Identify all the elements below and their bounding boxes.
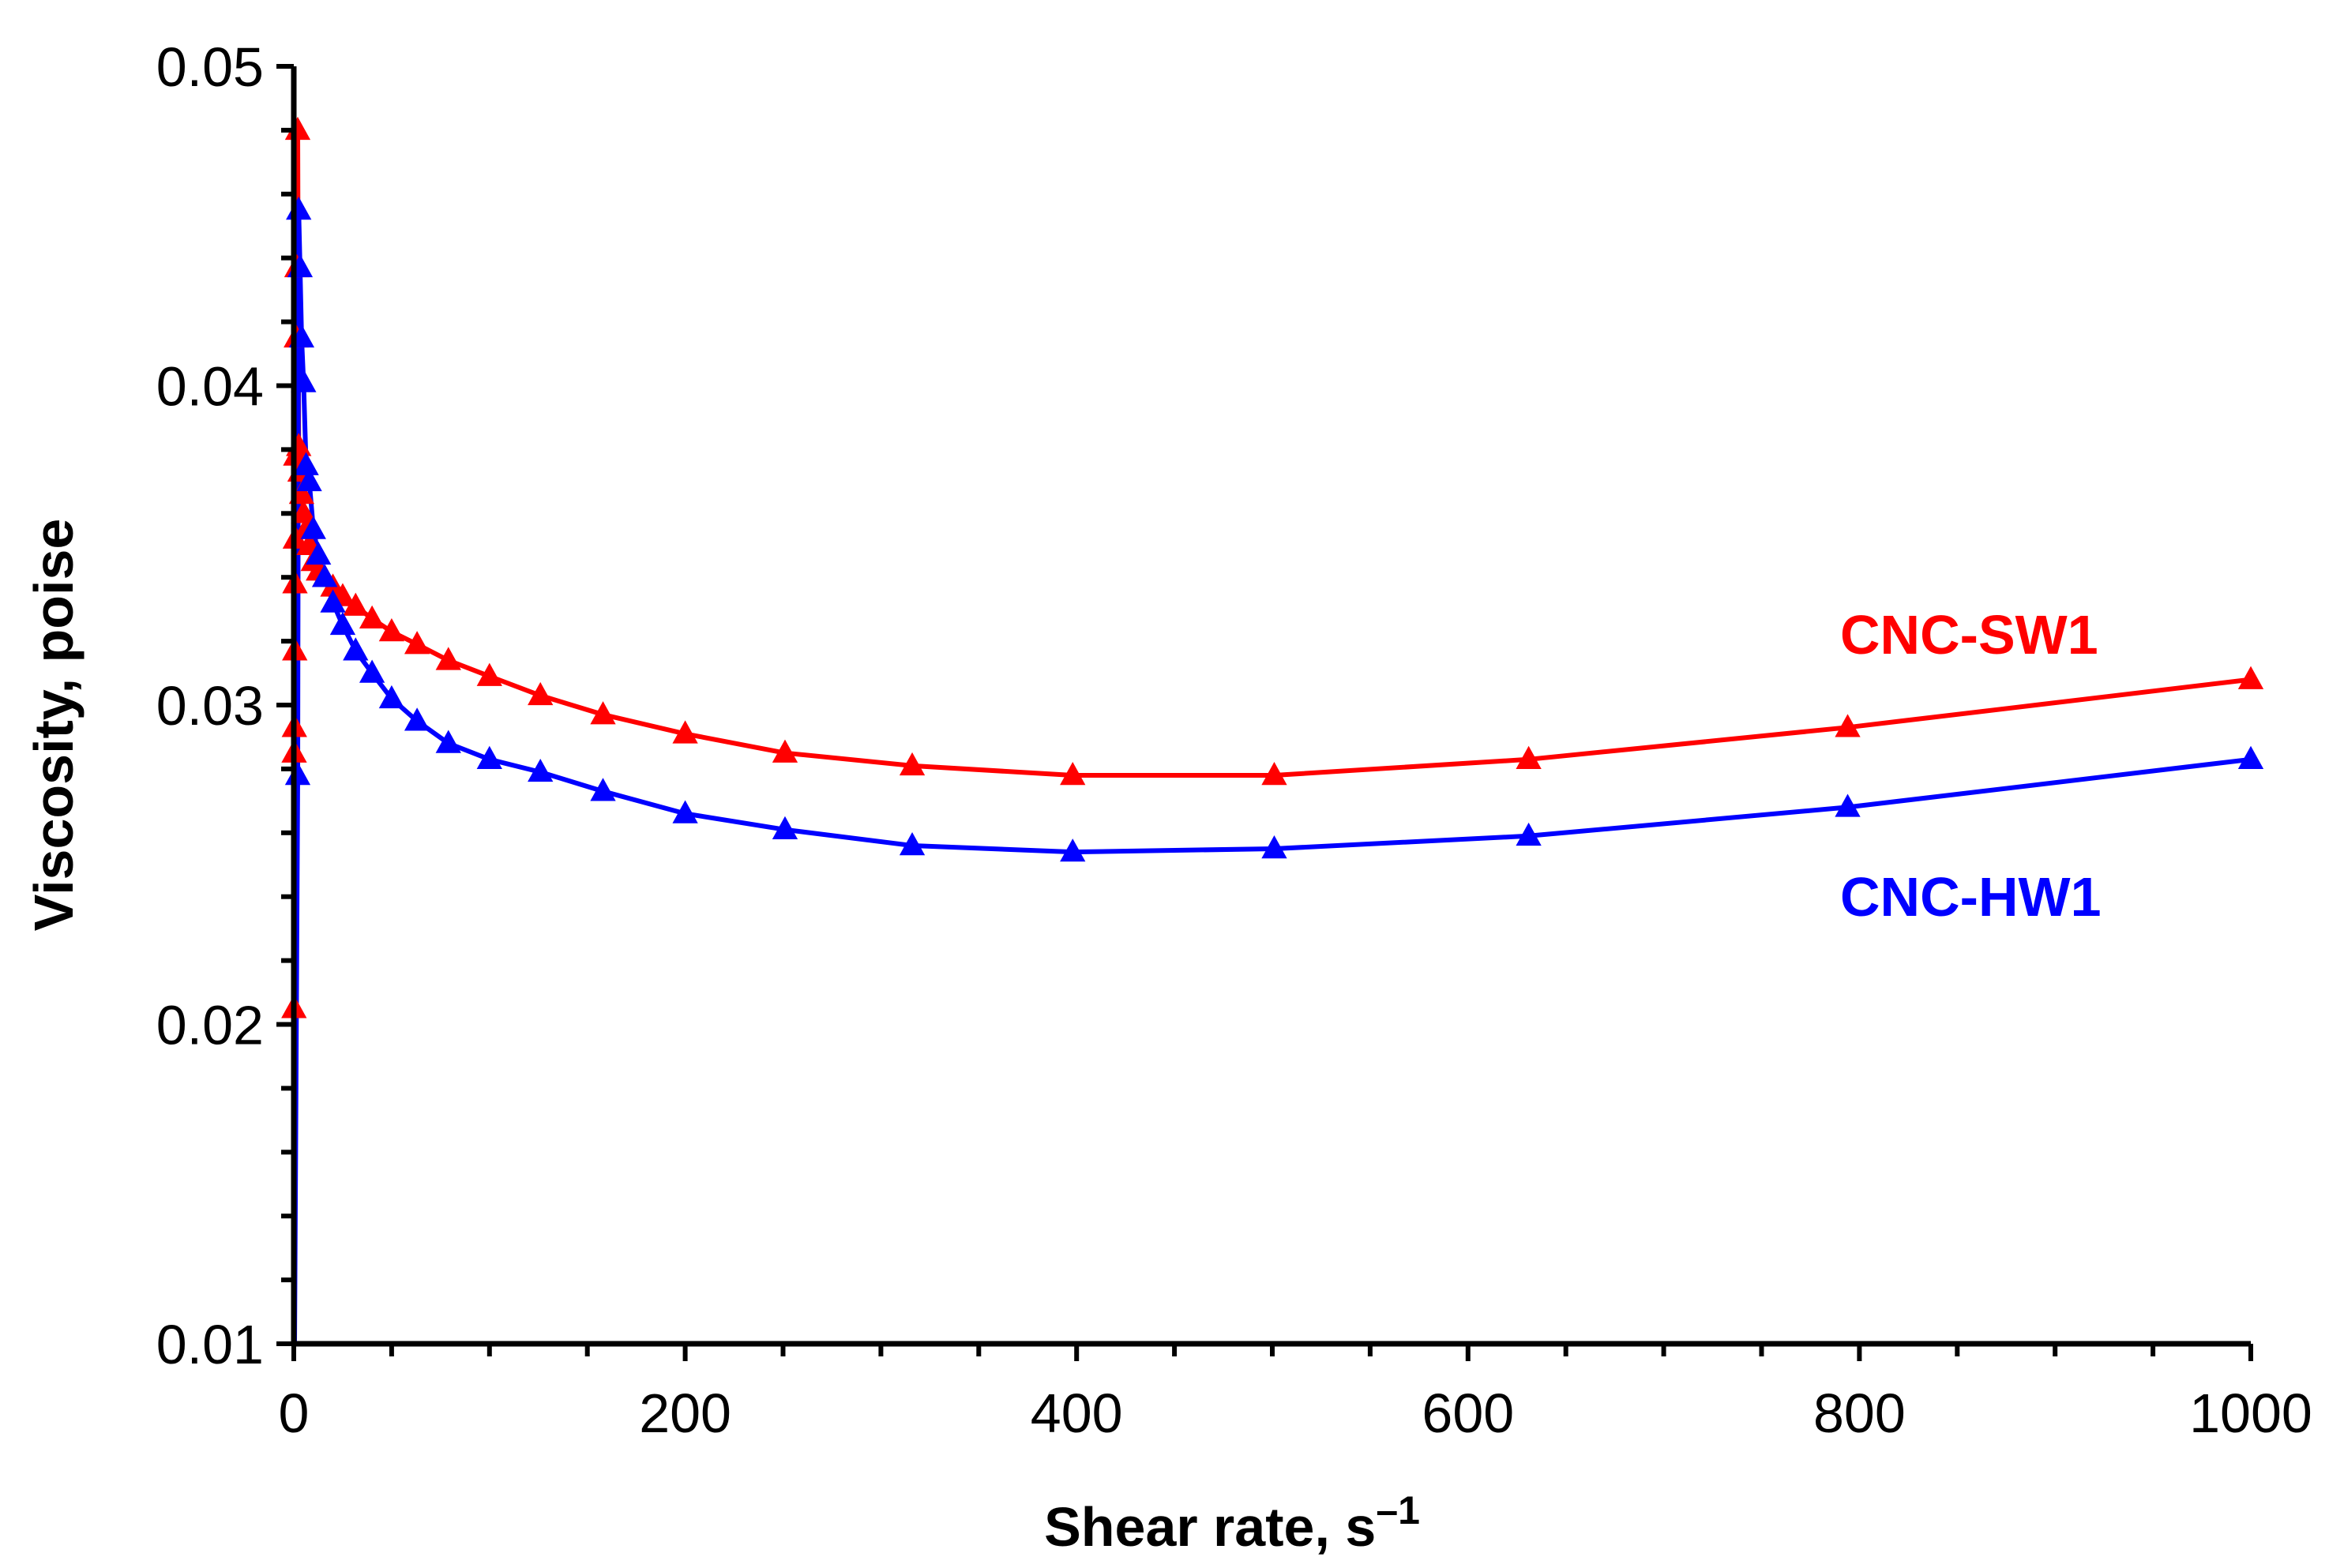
data-point-cnc-sw1 xyxy=(899,752,926,776)
data-point-cnc-hw1 xyxy=(329,611,356,636)
axes xyxy=(291,66,2251,1347)
x-tick-label: 600 xyxy=(1422,1382,1514,1444)
data-point-cnc-sw1 xyxy=(476,662,502,686)
data-point-cnc-hw1 xyxy=(2237,745,2264,770)
y-axis-title: Viscosity, poise xyxy=(23,519,85,932)
data-point-cnc-sw1 xyxy=(404,631,430,655)
y-tick-label: 0.04 xyxy=(156,356,264,418)
data-point-cnc-hw1 xyxy=(1835,793,1861,817)
data-point-cnc-hw1 xyxy=(435,730,461,753)
tick-labels: 0 200 400 600 800 1000 0.01 0.02 0.03 0.04 0.05 xyxy=(156,36,2312,1444)
data-point-cnc-sw1 xyxy=(2237,666,2264,689)
data-point-cnc-sw1 xyxy=(1261,761,1287,786)
y-tick-label: 0.05 xyxy=(156,36,264,98)
x-tick-label: 400 xyxy=(1031,1382,1123,1444)
data-point-cnc-hw1 xyxy=(300,516,326,539)
data-point-cnc-hw1 xyxy=(476,745,502,770)
data-point-cnc-hw1 xyxy=(306,541,332,565)
y-tick-label: 0.02 xyxy=(156,995,264,1056)
x-tick-label: 200 xyxy=(639,1382,731,1444)
data-point-cnc-hw1 xyxy=(378,685,405,709)
data-point-cnc-hw1 xyxy=(291,369,317,392)
axis-ticks xyxy=(276,64,2253,1361)
x-axis-title-text: Shear rate, s xyxy=(1044,1496,1376,1558)
data-point-cnc-sw1 xyxy=(359,605,385,629)
data-point-cnc-hw1 xyxy=(590,778,616,801)
data-point-cnc-hw1 xyxy=(672,800,698,823)
data-point-cnc-hw1 xyxy=(404,707,430,731)
data-point-cnc-hw1 xyxy=(284,761,311,786)
data-point-cnc-hw1 xyxy=(1060,838,1086,862)
data-point-cnc-hw1 xyxy=(296,467,322,492)
data-point-cnc-hw1 xyxy=(528,758,554,782)
data-point-cnc-sw1 xyxy=(528,681,554,706)
data-point-cnc-hw1 xyxy=(772,816,798,839)
y-tick-label: 0.03 xyxy=(156,675,264,737)
data-point-cnc-hw1 xyxy=(312,564,338,587)
data-point-cnc-hw1 xyxy=(293,452,319,475)
data-point-cnc-sw1 xyxy=(343,592,369,616)
data-point-cnc-sw1 xyxy=(435,647,461,670)
x-tick-label: 1000 xyxy=(2189,1382,2312,1444)
data-point-cnc-sw1 xyxy=(672,720,698,744)
data-point-cnc-hw1 xyxy=(343,637,369,661)
x-tick-label: 800 xyxy=(1813,1382,1906,1444)
y-tick-label: 0.01 xyxy=(156,1314,264,1375)
series-label-cnc-hw1: CNC-HW1 xyxy=(1840,866,2102,928)
data-point-cnc-sw1 xyxy=(1060,761,1086,786)
series-lines xyxy=(291,127,2252,1345)
data-point-cnc-hw1 xyxy=(1261,835,1287,859)
x-axis-title-superscript: –1 xyxy=(1376,1488,1420,1532)
data-point-cnc-sw1 xyxy=(1516,745,1542,770)
data-point-cnc-hw1 xyxy=(286,197,312,220)
data-point-cnc-sw1 xyxy=(772,739,798,763)
data-point-cnc-hw1 xyxy=(359,659,385,683)
series-label-cnc-sw1: CNC-SW1 xyxy=(1840,604,2098,666)
x-axis-title: Shear rate, s–1 xyxy=(1044,1488,1420,1558)
x-tick-label: 0 xyxy=(279,1382,310,1444)
data-point-cnc-sw1 xyxy=(1835,714,1861,737)
data-point-cnc-sw1 xyxy=(378,617,405,642)
data-point-cnc-hw1 xyxy=(320,589,346,613)
data-point-cnc-hw1 xyxy=(1516,822,1542,846)
data-point-cnc-sw1 xyxy=(590,701,616,725)
data-point-cnc-hw1 xyxy=(899,831,926,856)
data-point-cnc-sw1 xyxy=(291,500,317,523)
